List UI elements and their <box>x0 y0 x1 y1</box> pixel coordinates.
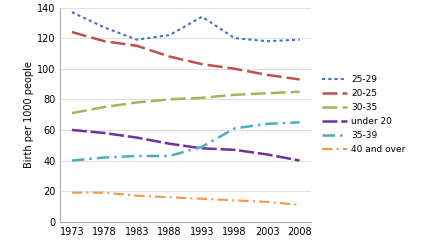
25-29 <box>69 11 74 14</box>
40 and over <box>134 194 140 197</box>
30-35 <box>102 106 107 109</box>
20-25 <box>232 67 237 70</box>
30-35 <box>69 112 74 115</box>
20-25 <box>134 44 140 47</box>
under 20 <box>232 148 237 151</box>
Line: under 20: under 20 <box>72 130 300 161</box>
30-35 <box>232 93 237 96</box>
40 and over <box>102 191 107 194</box>
20-25 <box>69 30 74 34</box>
35-39 <box>167 154 172 158</box>
25-29 <box>232 37 237 40</box>
30-35 <box>134 101 140 104</box>
under 20 <box>102 132 107 135</box>
under 20 <box>134 136 140 139</box>
40 and over <box>69 191 74 194</box>
Line: 35-39: 35-39 <box>72 122 300 161</box>
35-39 <box>264 122 270 125</box>
30-35 <box>264 92 270 95</box>
under 20 <box>264 153 270 156</box>
20-25 <box>167 55 172 58</box>
20-25 <box>200 63 205 66</box>
30-35 <box>200 96 205 99</box>
25-29 <box>167 34 172 37</box>
Y-axis label: Birth per 1000 people: Birth per 1000 people <box>24 61 34 168</box>
35-39 <box>134 154 140 158</box>
Legend: 25-29, 20-25, 30-35, under 20, 35-39, 40 and over: 25-29, 20-25, 30-35, under 20, 35-39, 40… <box>318 72 410 158</box>
under 20 <box>167 142 172 145</box>
40 and over <box>232 199 237 202</box>
25-29 <box>264 40 270 43</box>
Line: 20-25: 20-25 <box>72 32 300 79</box>
25-29 <box>102 26 107 29</box>
40 and over <box>200 197 205 200</box>
35-39 <box>232 127 237 130</box>
under 20 <box>200 147 205 150</box>
40 and over <box>297 203 302 206</box>
35-39 <box>69 159 74 162</box>
35-39 <box>200 145 205 148</box>
20-25 <box>264 73 270 76</box>
30-35 <box>167 98 172 101</box>
under 20 <box>297 159 302 162</box>
Line: 25-29: 25-29 <box>72 12 300 41</box>
under 20 <box>69 129 74 132</box>
20-25 <box>297 78 302 81</box>
25-29 <box>200 15 205 18</box>
30-35 <box>297 90 302 93</box>
20-25 <box>102 40 107 43</box>
25-29 <box>134 38 140 41</box>
40 and over <box>264 200 270 203</box>
35-39 <box>297 121 302 124</box>
Line: 40 and over: 40 and over <box>72 193 300 205</box>
35-39 <box>102 156 107 159</box>
Line: 30-35: 30-35 <box>72 92 300 113</box>
40 and over <box>167 196 172 199</box>
25-29 <box>297 38 302 41</box>
